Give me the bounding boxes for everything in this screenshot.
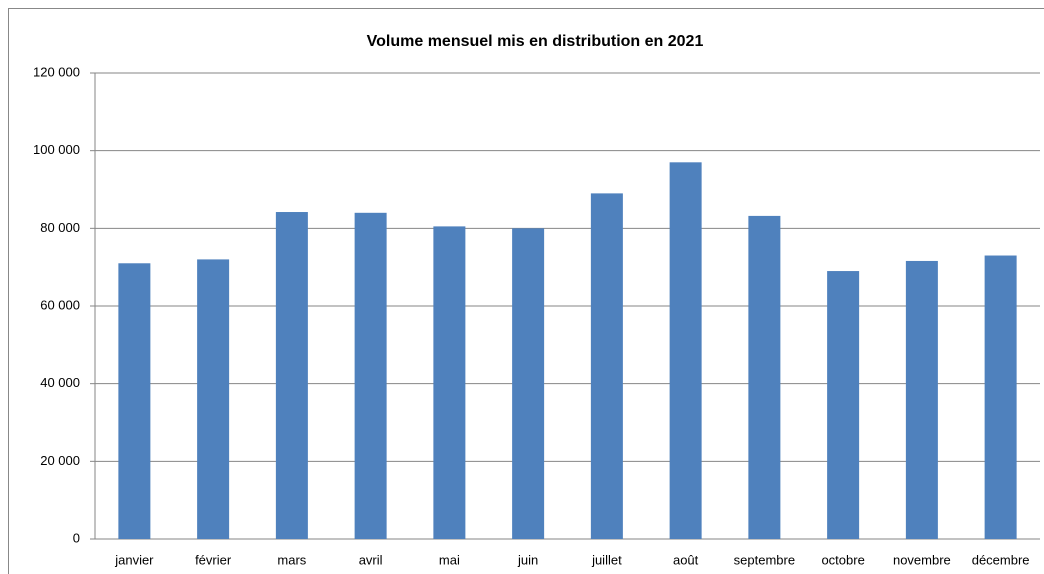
y-tick-label: 120 000 [33,64,80,79]
y-tick-label: 20 000 [40,453,80,468]
bar [905,260,938,539]
y-tick-label: 60 000 [40,297,80,312]
x-tick-label: avril [359,552,383,567]
x-tick-label: août [673,552,699,567]
bar [433,226,466,539]
x-tick-label: octobre [821,552,864,567]
x-tick-label: janvier [114,552,154,567]
bar [669,162,702,540]
bar [590,193,623,539]
bar [197,259,230,539]
y-tick-label: 40 000 [40,375,80,390]
bar [827,271,860,539]
bar [748,215,781,539]
x-tick-label: mars [277,552,306,567]
x-tick-label: juin [517,552,538,567]
y-tick-label: 80 000 [40,220,80,235]
chart-title: Volume mensuel mis en distribution en 20… [367,33,704,50]
bar [984,255,1017,539]
bar [354,212,387,540]
x-tick-label: septembre [734,552,795,567]
y-tick-label: 100 000 [33,142,80,157]
y-tick-label: 0 [73,530,80,545]
x-tick-label: décembre [972,552,1030,567]
x-tick-label: novembre [893,552,951,567]
x-tick-label: février [195,552,232,567]
bar [118,263,151,539]
x-tick-label: mai [439,552,460,567]
bar [512,228,545,540]
bar [275,212,308,540]
x-tick-label: juillet [591,552,622,567]
